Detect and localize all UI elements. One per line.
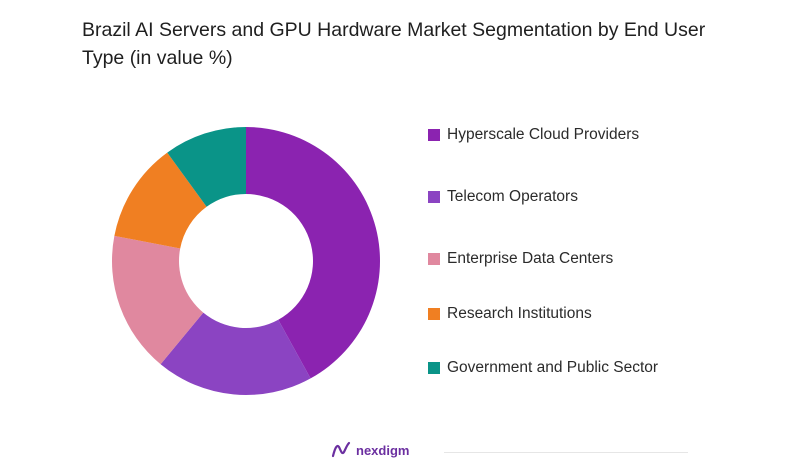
legend-item-telecom-operators[interactable]: Telecom Operators <box>428 187 578 207</box>
legend-swatch <box>428 362 440 374</box>
footer-divider <box>444 452 688 453</box>
legend-item-research-institutions[interactable]: Research Institutions <box>428 304 592 324</box>
legend-item-hyperscale-cloud-providers[interactable]: Hyperscale Cloud Providers <box>428 125 639 145</box>
legend-swatch <box>428 191 440 203</box>
brand-footer: nexdigm <box>330 438 409 462</box>
legend-label: Telecom Operators <box>447 188 578 205</box>
legend-label: Enterprise Data Centers <box>447 250 614 267</box>
legend-item-enterprise-data-centers[interactable]: Enterprise Data Centers <box>428 249 613 269</box>
legend-label: Government and Public Sector <box>447 359 659 376</box>
legend-label: Research Institutions <box>447 305 592 322</box>
donut-slice-telecom-operators[interactable] <box>160 312 311 395</box>
legend-swatch <box>428 253 440 265</box>
legend-swatch <box>428 308 440 320</box>
donut-slice-hyperscale-cloud-providers[interactable] <box>246 127 380 379</box>
nexdigm-logo-icon <box>331 441 351 458</box>
donut-slice-research-institutions[interactable] <box>114 152 207 249</box>
donut-chart <box>112 127 380 395</box>
legend-swatch <box>428 129 440 141</box>
donut-slice-government-and-public-sector[interactable] <box>167 127 246 207</box>
chart-title: Brazil AI Servers and GPU Hardware Marke… <box>82 19 706 69</box>
donut-slice-enterprise-data-centers[interactable] <box>112 235 204 365</box>
legend-label: Hyperscale Cloud Providers <box>447 126 640 143</box>
chart-legend: Hyperscale Cloud Providers Telecom Opera… <box>428 0 758 400</box>
legend-item-government-and-public-sector[interactable]: Government and Public Sector <box>428 358 658 378</box>
brand-logo-text: nexdigm <box>356 442 410 458</box>
